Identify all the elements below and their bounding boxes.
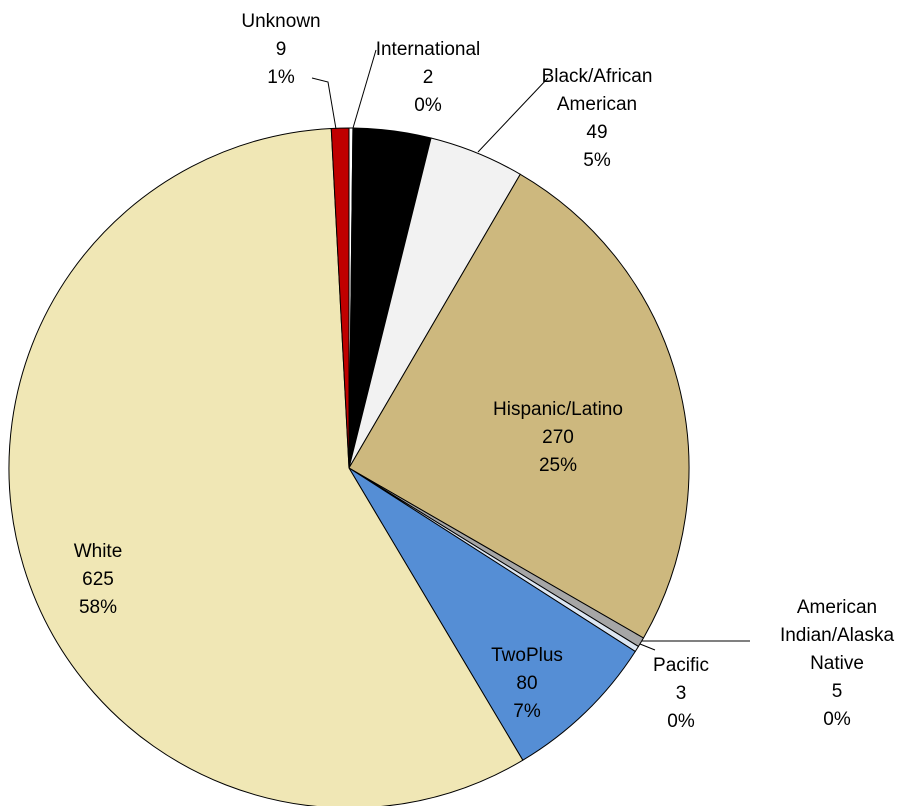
slice-percent: 7% — [513, 701, 541, 722]
slice-value: 2 — [423, 67, 434, 88]
slice-label: Hispanic/Latino — [493, 399, 623, 420]
pie-slice — [330, 127, 350, 469]
slice-label: American — [797, 597, 877, 618]
slice-percent: 5% — [583, 150, 611, 171]
slice-percent: 0% — [823, 709, 851, 730]
slice-value: 270 — [542, 427, 574, 448]
slice-value: 80 — [516, 673, 537, 694]
slice-percent: 25% — [539, 455, 577, 476]
slice-label: Indian/Alaska — [780, 625, 895, 646]
slice-label: International — [376, 39, 481, 60]
slice-percent: 1% — [267, 67, 295, 88]
slice-value: 3 — [676, 683, 687, 704]
slice-percent: 0% — [414, 95, 442, 116]
slice-label: Native — [810, 653, 864, 674]
leader-line — [639, 643, 656, 651]
leader-line — [311, 77, 337, 130]
slice-label: White — [74, 541, 123, 562]
slice-label: Pacific — [653, 655, 709, 676]
pie-slice — [348, 467, 636, 761]
slice-label: American — [557, 94, 637, 115]
slice-percent: 0% — [667, 711, 695, 732]
slice-label: TwoPlus — [491, 645, 563, 666]
slice-label: Black/African — [542, 66, 653, 87]
slice-value: 9 — [276, 39, 287, 60]
leader-line — [477, 77, 549, 153]
pie-slice — [348, 173, 690, 639]
slice-value: 49 — [586, 122, 607, 143]
slice-label: Unknown — [241, 11, 320, 32]
slice-value: 5 — [832, 681, 843, 702]
slice-percent: 58% — [79, 597, 117, 618]
slice-value: 625 — [82, 569, 114, 590]
leader-line — [352, 49, 377, 129]
